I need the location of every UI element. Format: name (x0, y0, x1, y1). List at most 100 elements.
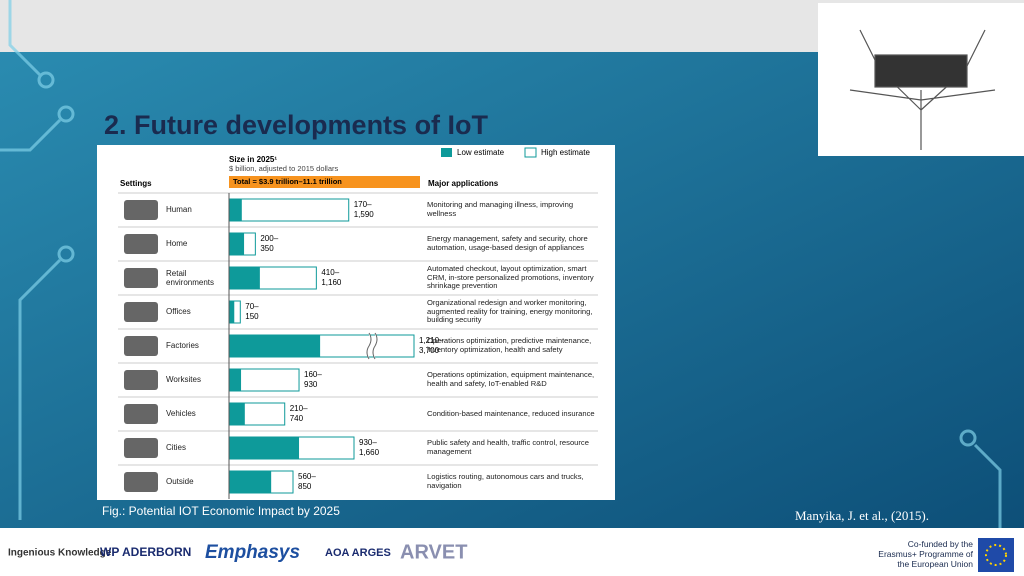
high-value-label: 850 (298, 482, 312, 491)
total-label: Total = $3.9 trillion–11.1 trillion (233, 177, 342, 186)
application-text: Condition-based maintenance, reduced ins… (427, 408, 595, 418)
setting-icon (124, 370, 158, 390)
partner-logo: WP ADERBORN (100, 545, 191, 559)
application-text-box: Automated checkout, layout optimization,… (427, 263, 594, 291)
setting-icon (124, 336, 158, 356)
setting-icon (124, 404, 158, 424)
low-value-label: 410– (321, 268, 339, 277)
size-title: Size in 2025¹ (229, 155, 277, 164)
category-label-box: Worksites (166, 375, 201, 384)
footer (0, 528, 1024, 576)
high-value-label: 3,700 (419, 346, 440, 355)
low-bar (229, 301, 235, 323)
category-label: Cities (166, 443, 187, 453)
low-bar (229, 437, 300, 459)
category-label: Home (166, 239, 188, 249)
application-text-box: Public safety and health, traffic contro… (427, 438, 589, 456)
eu-flag (978, 538, 1014, 572)
low-value-label: 560– (298, 472, 316, 481)
setting-icon (124, 234, 158, 254)
low-value-label: 70– (245, 302, 259, 311)
category-label: Human (166, 205, 192, 215)
application-text: Monitoring and managing illness, improvi… (427, 200, 574, 218)
high-bar (228, 198, 350, 222)
application-text-box: Energy management, safety and security, … (427, 234, 588, 252)
application-text-box: Organizational redesign and worker monit… (427, 297, 593, 325)
citation: Manyika, J. et al., (2015). (795, 508, 929, 523)
category-label-box: Offices (166, 307, 191, 317)
partner-logo: Emphasys (205, 542, 300, 563)
partner-logo: ARVET (400, 541, 467, 563)
eu-text-box: Co-funded by the Erasmus+ Programme of t… (878, 540, 973, 569)
application-text: Public safety and health, traffic contro… (427, 438, 589, 456)
application-text: Energy management, safety and security, … (427, 234, 588, 252)
high-value-label: 350 (260, 244, 274, 253)
application-text-box: Logistics routing, autonomous cars and t… (427, 472, 584, 490)
circuit-decoration (0, 0, 1002, 528)
high-value-label: 150 (245, 312, 259, 321)
low-value-label: 930– (359, 438, 377, 447)
low-bar (229, 267, 260, 289)
application-text-box: Monitoring and managing illness, improvi… (427, 200, 574, 218)
high-value-label: 1,160 (321, 278, 342, 287)
setting-icon (124, 268, 158, 288)
low-value-label: 1,210– (419, 336, 444, 345)
size-subtitle: $ billion, adjusted to 2015 dollars (229, 164, 338, 173)
application-text: Operations optimization, predictive main… (427, 336, 592, 354)
category-label-box: Retail environments (166, 268, 215, 287)
setting-icon (124, 302, 158, 322)
application-text-box: Operations optimization, equipment maint… (427, 370, 595, 388)
category-label: Vehicles (166, 409, 196, 419)
category-label-box: Home (166, 239, 188, 249)
partner-logo: AOA ARGES (325, 547, 391, 559)
application-text-box: Condition-based maintenance, reduced ins… (427, 408, 595, 418)
eu-stars (985, 544, 1007, 566)
high-value-label: 1,590 (354, 210, 375, 219)
low-bar (229, 471, 272, 493)
low-value-label: 210– (290, 404, 308, 413)
caption: Fig.: Potential IOT Economic Impact by 2… (102, 504, 340, 518)
low-value-label: 200– (260, 234, 278, 243)
application-text: Operations optimization, equipment maint… (427, 370, 595, 388)
category-label-box: Vehicles (166, 409, 196, 419)
low-value-label: 170– (354, 200, 372, 209)
partner-logo: Ingenious Knowledge (8, 548, 112, 559)
low-bar (229, 199, 242, 221)
category-label: Offices (166, 307, 191, 317)
legend-label: Low estimate (457, 148, 505, 157)
category-label-box: Outside (166, 477, 194, 487)
category-label: Outside (166, 477, 194, 487)
low-bar (229, 369, 242, 391)
settings-header: Settings (120, 179, 152, 188)
high-value-label: 1,660 (359, 448, 380, 457)
low-bar (229, 233, 245, 255)
application-text: Organizational redesign and worker monit… (427, 297, 593, 325)
tree-drawing (849, 29, 996, 150)
low-value-label: 160– (304, 370, 322, 379)
setting-icon (124, 472, 158, 492)
category-label-box: Cities (166, 443, 187, 453)
category-label-box: Human (166, 205, 192, 215)
legend-swatch (524, 147, 537, 158)
total-band (229, 176, 420, 188)
low-bar (229, 335, 321, 357)
application-text: Automated checkout, layout optimization,… (427, 263, 594, 291)
slide-title: 2. Future developments of IoT (104, 110, 489, 140)
category-label: Factories (166, 341, 199, 351)
application-text-box: Operations optimization, predictive main… (427, 336, 592, 354)
category-label: Retail environments (166, 268, 215, 287)
category-label-box: Factories (166, 341, 199, 351)
setting-icon (124, 438, 158, 458)
setting-icon (124, 200, 158, 220)
high-value-label: 930 (304, 380, 318, 389)
eu-text: Co-funded by the Erasmus+ Programme of t… (878, 540, 973, 569)
high-value-label: 740 (290, 414, 304, 423)
applications-header: Major applications (428, 179, 499, 188)
chart-panel (97, 145, 615, 500)
legend-label: High estimate (541, 148, 590, 157)
application-text: Logistics routing, autonomous cars and t… (427, 472, 584, 490)
legend-swatch (441, 148, 452, 157)
axis-break (366, 332, 378, 360)
